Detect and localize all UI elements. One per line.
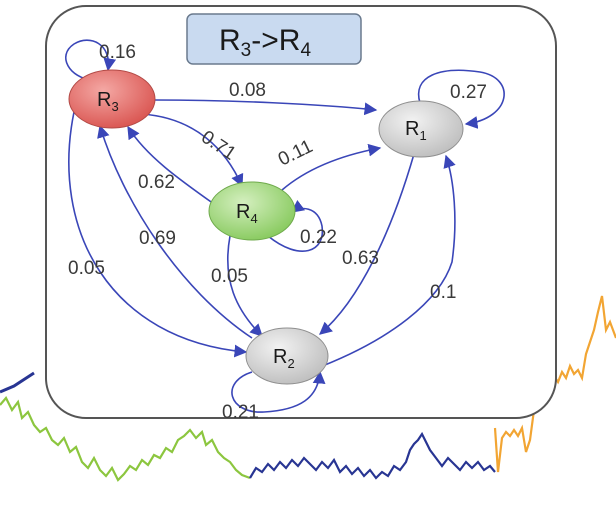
trace-left <box>0 371 35 394</box>
label-r4-r2: 0.05 <box>211 266 248 287</box>
edge-r4-r3 <box>127 125 215 205</box>
edge-r1-r2 <box>319 153 415 335</box>
label-r1-r2: 0.63 <box>342 248 379 269</box>
edge-r4-r2 <box>226 235 263 337</box>
node-r2: R2 <box>245 327 329 385</box>
svg-text:R1: R1 <box>405 118 427 143</box>
node-r1: R1 <box>378 100 464 158</box>
edge-r3-r2 <box>68 111 248 358</box>
svg-text:R3: R3 <box>97 89 119 114</box>
trace-blue <box>249 431 496 480</box>
trace-green <box>0 396 251 482</box>
edge-r4-self <box>267 199 324 252</box>
edge-r3-r4 <box>141 113 244 188</box>
label-r4-self: 0.22 <box>300 227 337 248</box>
label-r3-self: 0.16 <box>99 42 136 63</box>
edge-r3-r1 <box>154 99 378 116</box>
title-box: R3->R4 <box>186 13 362 65</box>
label-r2-self: 0.21 <box>222 402 259 423</box>
label-r2-r3: 0.69 <box>139 228 176 249</box>
edges <box>64 39 505 413</box>
label-r2-r1: 0.1 <box>430 282 456 303</box>
svg-text:R2: R2 <box>273 346 295 371</box>
label-r4-r3: 0.62 <box>138 172 175 193</box>
edge-r4-r1 <box>281 143 382 191</box>
title-text: R3->R4 <box>219 24 311 61</box>
edge-r2-r3 <box>97 124 253 339</box>
svg-text:R4: R4 <box>236 201 258 226</box>
node-r4: R4 <box>208 181 296 241</box>
edge-r1-self <box>417 69 505 129</box>
label-r1-self: 0.27 <box>450 82 487 103</box>
node-r3: R3 <box>68 69 156 129</box>
label-r3-r1: 0.08 <box>229 80 266 101</box>
edge-r2-r1 <box>311 154 456 371</box>
label-r3-r2: 0.05 <box>68 258 105 279</box>
edge-r3-self <box>64 39 117 81</box>
edge-r2-self <box>231 370 326 413</box>
